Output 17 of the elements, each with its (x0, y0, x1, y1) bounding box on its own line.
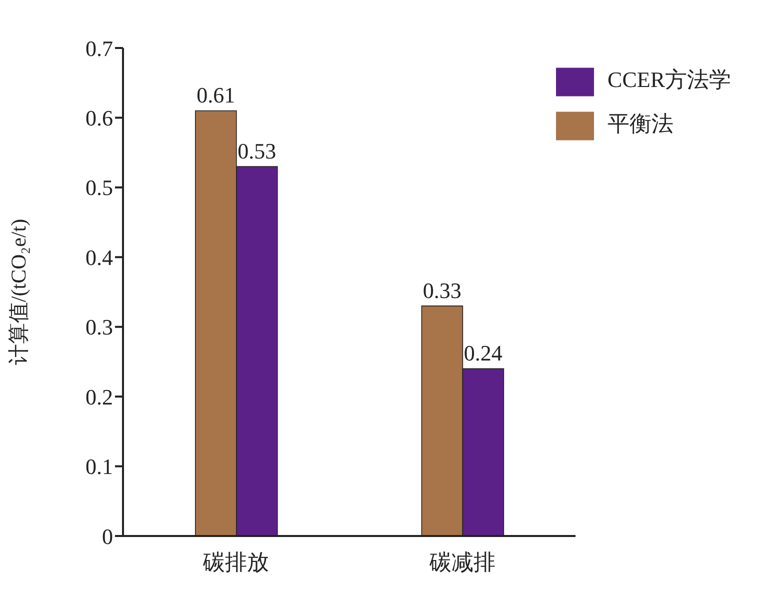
x-tick-label: 碳排放 (202, 550, 270, 575)
y-tick-label: 0.3 (86, 314, 113, 340)
y-axis-title: 计算值/(tCO₂e/t) (6, 218, 30, 366)
x-tick-label: 碳减排 (428, 550, 496, 575)
legend-label: CCER方法学 (608, 67, 731, 92)
y-tick-label: 0.6 (86, 106, 113, 131)
legend-label: 平衡法 (608, 111, 674, 136)
data-label: 0.53 (238, 138, 276, 164)
data-label: 0.24 (464, 340, 502, 366)
y-tick-label: 0.4 (86, 244, 113, 270)
y-tick-label: 0.5 (86, 175, 113, 200)
data-label: 0.33 (422, 278, 462, 303)
data-label: 0.61 (196, 82, 236, 108)
y-tick-label: 0.1 (86, 454, 113, 480)
y-tick-label: 0.2 (86, 384, 113, 410)
y-tick-label: 0 (102, 524, 113, 549)
y-tick-label: 0.7 (86, 36, 113, 61)
